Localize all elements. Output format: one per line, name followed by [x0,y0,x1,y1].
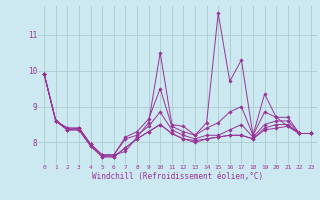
X-axis label: Windchill (Refroidissement éolien,°C): Windchill (Refroidissement éolien,°C) [92,172,263,181]
